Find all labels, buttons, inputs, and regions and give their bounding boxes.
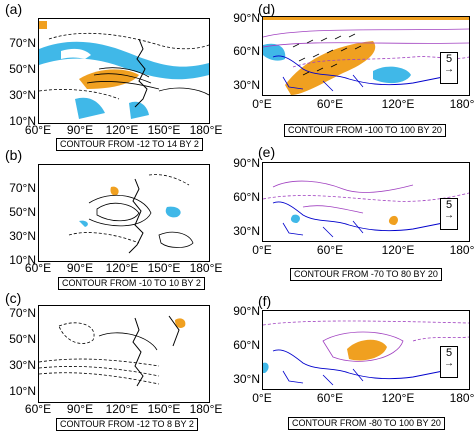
x-tick: 120°E	[381, 97, 415, 111]
map-plot	[38, 305, 210, 403]
map-graphic	[263, 180, 469, 238]
x-tick: 0°E	[252, 391, 272, 405]
contour-info: CONTOUR FROM -70 TO 80 BY 20	[290, 268, 442, 281]
arrow-icon: →	[444, 358, 454, 369]
map-plot	[262, 310, 470, 390]
x-tick: 90°E	[66, 261, 94, 275]
map-graphic	[39, 315, 186, 387]
x-tick: 0°E	[252, 97, 272, 111]
y-tick: 60°N	[233, 44, 260, 58]
contour-info: CONTOUR FROM -100 TO 100 BY 20	[284, 124, 446, 137]
x-tick: 150°E	[147, 261, 181, 275]
x-tick: 90°E	[66, 402, 94, 416]
contour-info: CONTOUR FROM -12 TO 8 BY 2	[56, 418, 198, 431]
y-tick: 60°N	[233, 338, 260, 352]
y-tick: 10°N	[9, 114, 36, 128]
y-tick: 90°N	[233, 304, 260, 318]
x-tick: 60°E	[316, 97, 344, 111]
y-tick: 90°N	[233, 11, 260, 25]
x-tick: 0°E	[252, 243, 272, 257]
y-tick: 30°N	[233, 224, 260, 238]
reference-vector: 5 →	[440, 52, 458, 84]
y-tick: 30°N	[233, 78, 260, 92]
x-tick: 120°E	[105, 123, 139, 137]
panel-label: (a)	[5, 1, 23, 17]
x-tick: 150°E	[147, 123, 181, 137]
contour-info: CONTOUR FROM -10 TO 10 BY 2	[58, 277, 205, 290]
reference-vector: 5 →	[440, 198, 458, 230]
y-tick: 70°N	[9, 36, 36, 50]
x-tick: 120°E	[381, 243, 415, 257]
map-graphic	[263, 320, 469, 386]
x-tick: 60°E	[24, 402, 52, 416]
arrow-icon: →	[444, 210, 454, 221]
y-tick: 10°N	[9, 384, 36, 398]
map-plot	[38, 18, 210, 124]
y-tick: 30°N	[9, 88, 36, 102]
y-tick: 70°N	[9, 306, 36, 320]
x-tick: 120°E	[105, 402, 139, 416]
map-plot	[262, 162, 470, 242]
y-tick: 60°N	[233, 190, 260, 204]
x-tick: 180°E	[189, 402, 223, 416]
y-tick: 50°N	[9, 332, 36, 346]
x-tick: 180°E	[189, 123, 223, 137]
x-tick: 90°E	[66, 123, 94, 137]
panel-label: (d)	[258, 1, 276, 17]
panel-label: (c)	[5, 290, 22, 306]
x-tick: 120°E	[105, 261, 139, 275]
reference-vector: 5 →	[440, 346, 458, 378]
y-tick: 10°N	[9, 253, 36, 267]
map-graphic	[68, 174, 194, 254]
x-tick: 60°E	[316, 243, 344, 257]
map-graphic	[263, 17, 469, 95]
contour-info: CONTOUR FROM -12 TO 14 BY 2	[56, 138, 203, 151]
contour-info: CONTOUR FROM -80 TO 100 BY 20	[288, 417, 445, 430]
x-tick: 60°E	[24, 123, 52, 137]
x-tick: 60°E	[24, 261, 52, 275]
x-tick: 60°E	[316, 391, 344, 405]
x-tick: 120°E	[381, 391, 415, 405]
panel-label: (f)	[258, 293, 272, 309]
reference-vector-value: 5	[445, 347, 453, 359]
map-plot	[262, 16, 470, 96]
y-tick: 50°N	[9, 205, 36, 219]
map-plot	[38, 164, 210, 262]
y-tick: 30°N	[9, 229, 36, 243]
map-graphic	[39, 21, 209, 119]
y-tick: 30°N	[9, 358, 36, 372]
x-tick: 150°E	[147, 402, 181, 416]
x-tick: 180°E	[449, 391, 474, 405]
arrow-icon: →	[444, 64, 454, 75]
y-tick: 50°N	[9, 62, 36, 76]
reference-vector-value: 5	[445, 199, 453, 211]
y-tick: 30°N	[233, 372, 260, 386]
x-tick: 180°E	[189, 261, 223, 275]
reference-vector-value: 5	[445, 53, 453, 65]
y-tick: 70°N	[9, 181, 36, 195]
x-tick: 180°E	[449, 97, 474, 111]
panel-label: (b)	[5, 147, 23, 163]
y-tick: 90°N	[233, 156, 260, 170]
panel-label: (e)	[258, 144, 276, 160]
x-tick: 180°E	[449, 243, 474, 257]
